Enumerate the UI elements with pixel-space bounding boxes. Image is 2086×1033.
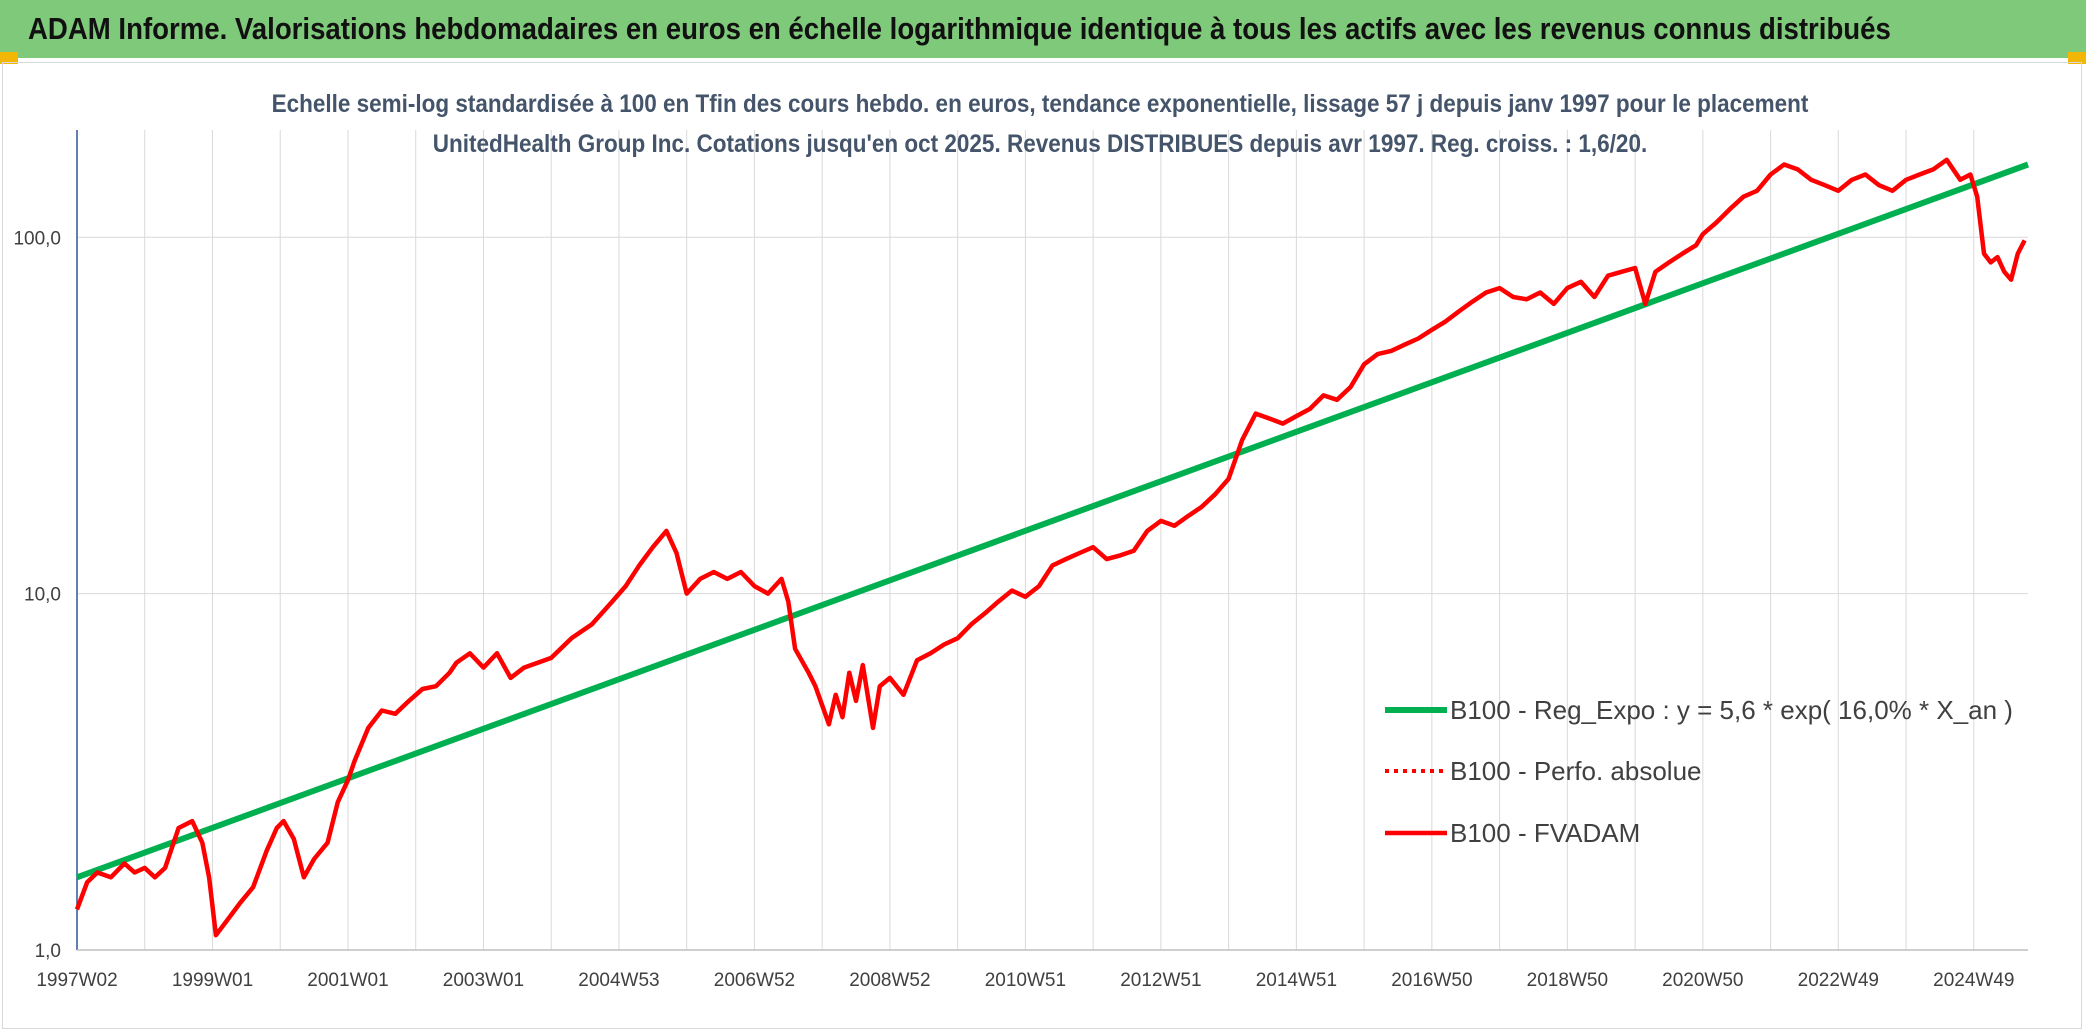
legend-label: B100 - Perfo. absolue [1450, 756, 1702, 786]
legend-item-perfo-absolue: B100 - Perfo. absolue [1385, 756, 1702, 786]
x-tick-label: 1997W02 [36, 970, 117, 991]
corner-marker-left [0, 52, 18, 64]
corner-marker-right [2068, 52, 2086, 64]
x-tick-label: 2018W50 [1527, 970, 1608, 991]
legend-item-fvadam: B100 - FVADAM [1385, 818, 1640, 848]
x-tick-label: 2006W52 [714, 970, 795, 991]
top-banner: ADAM Informe. Valorisations hebdomadaire… [0, 0, 2086, 58]
y-tick-label: 10,0 [24, 585, 61, 606]
y-tick-label: 100,0 [13, 228, 61, 249]
banner-title: ADAM Informe. Valorisations hebdomadaire… [28, 11, 1891, 46]
chart-title: Echelle semi-log standardisée à 100 en T… [271, 90, 1809, 158]
x-tick-label: 2010W51 [985, 970, 1066, 991]
x-tick-label: 2014W51 [1256, 970, 1337, 991]
axis-layer: 1,0 10,0 100,0 1997W02 1999W01 2001W01 2003W01… [13, 130, 2028, 991]
regression-line [75, 161, 2030, 881]
legend-label: B100 - FVADAM [1450, 818, 1640, 848]
legend-item-regression: B100 - Reg_Expo : y = 5,6 * exp( 16,0% *… [1385, 695, 2013, 725]
x-tick-label: 2024W49 [1933, 970, 2014, 991]
x-tick-label: 2008W52 [849, 970, 930, 991]
x-tick-label: 2012W51 [1120, 970, 1201, 991]
grid-layer [76, 130, 2028, 951]
x-tick-label: 2004W53 [578, 970, 659, 991]
x-tick-label: 2022W49 [1798, 970, 1879, 991]
x-tick-label: 1999W01 [172, 970, 253, 991]
x-tick-label: 2020W50 [1662, 970, 1743, 991]
series-layer [74, 157, 2030, 938]
x-tick-label: 2003W01 [443, 970, 524, 991]
y-tick-label: 1,0 [35, 941, 61, 962]
legend-label: B100 - Reg_Expo : y = 5,6 * exp( 16,0% *… [1450, 695, 2013, 725]
chart-area-border [2, 62, 2082, 1029]
x-tick-label: 2001W01 [307, 970, 388, 991]
legend: B100 - Reg_Expo : y = 5,6 * exp( 16,0% *… [1385, 695, 2013, 848]
x-tick-label: 2016W50 [1391, 970, 1472, 991]
fvadam-series-line [74, 157, 2027, 938]
